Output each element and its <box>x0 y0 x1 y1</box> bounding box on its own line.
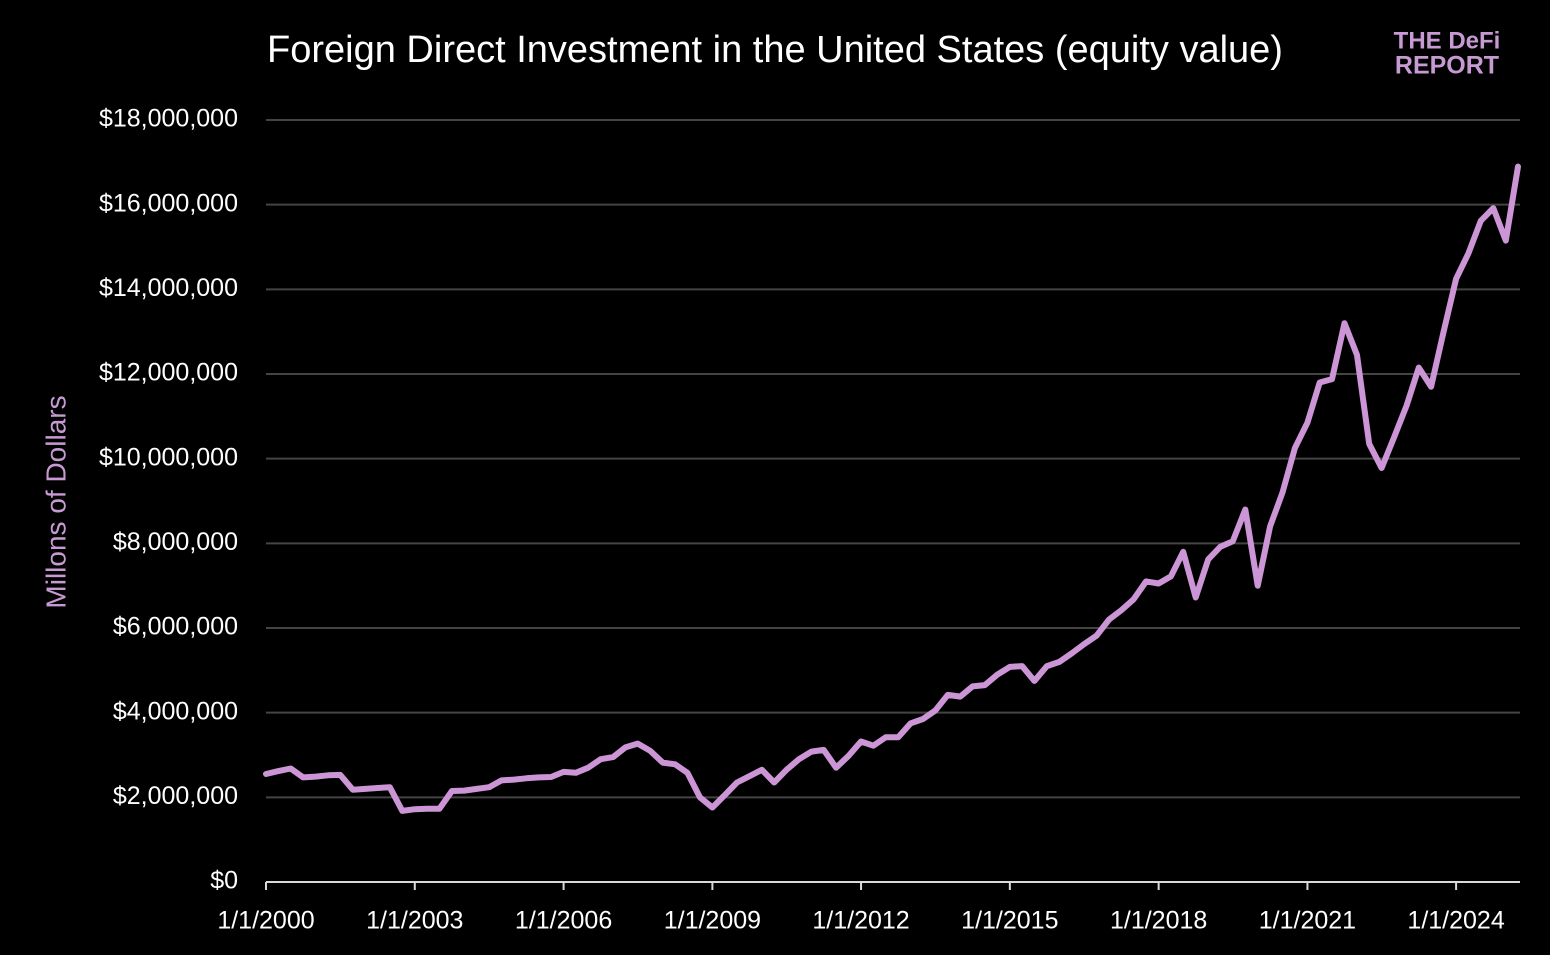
logo-line1: THE DeFi <box>1394 27 1501 54</box>
y-tick-label: $2,000,000 <box>113 782 238 810</box>
x-tick-label: 1/1/2006 <box>515 907 612 935</box>
x-tick-label: 1/1/2012 <box>812 907 909 935</box>
x-tick-label: 1/1/2015 <box>961 907 1058 935</box>
y-tick-label: $6,000,000 <box>113 613 238 641</box>
y-tick-label: $0 <box>210 867 238 895</box>
x-tick-label: 1/1/2003 <box>366 907 463 935</box>
logo-line2: REPORT <box>1395 52 1499 80</box>
y-tick-label: $4,000,000 <box>113 697 238 725</box>
y-axis-label: Millons of Dollars <box>40 395 71 608</box>
x-tick-label: 1/1/2009 <box>664 907 761 935</box>
chart-title: Foreign Direct Investment in the United … <box>267 29 1283 71</box>
y-tick-label: $8,000,000 <box>113 528 238 556</box>
y-tick-label: $10,000,000 <box>99 443 238 471</box>
y-tick-label: $14,000,000 <box>99 274 238 302</box>
x-tick-label: 1/1/2018 <box>1110 907 1207 935</box>
data-line <box>263 163 1521 814</box>
x-tick-label: 1/1/2024 <box>1407 907 1504 935</box>
y-tick-label: $12,000,000 <box>99 359 238 387</box>
y-tick-label: $18,000,000 <box>99 105 238 133</box>
y-tick-label: $16,000,000 <box>99 189 238 217</box>
x-tick-label: 1/1/2021 <box>1259 907 1356 935</box>
x-tick-label: 1/1/2000 <box>217 907 314 935</box>
